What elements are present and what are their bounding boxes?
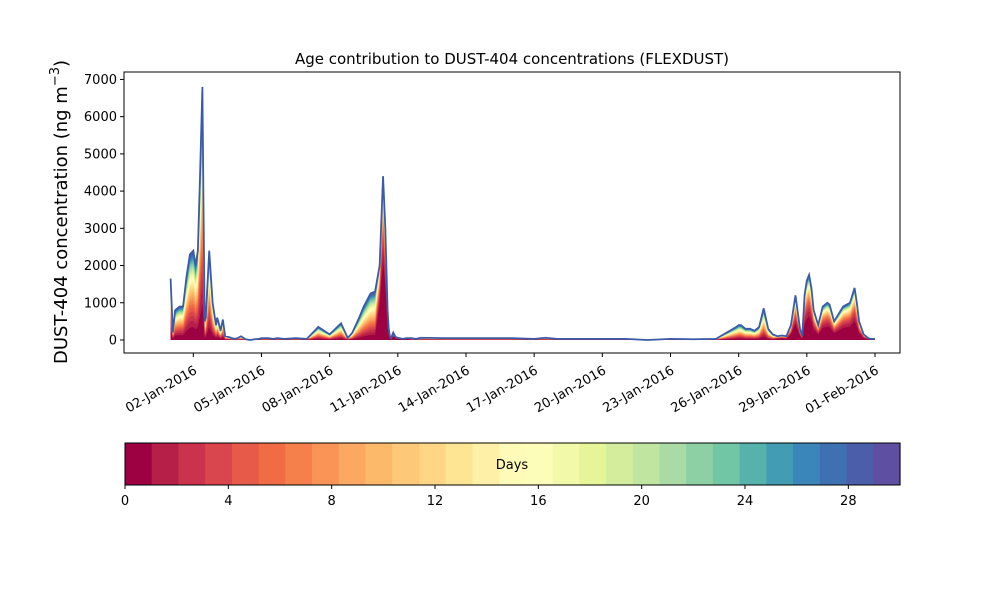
plot-area	[123, 71, 901, 354]
age-band-4-to-5-days	[170, 228, 875, 340]
age-band-20-to-21-days	[170, 129, 875, 340]
y-tick-label: 4000	[84, 185, 117, 200]
colorbar-tick-label: 28	[840, 494, 857, 509]
age-band-5-to-6-days	[170, 223, 875, 340]
age-band-3-to-4-days	[170, 233, 875, 340]
colorbar-cell	[846, 443, 874, 485]
age-band-28-to-29-days	[170, 86, 875, 340]
colorbar-label: Days	[496, 458, 529, 473]
age-band-25-to-26-days	[170, 102, 875, 340]
y-tick-label: 3000	[84, 222, 117, 237]
colorbar-cell	[579, 443, 607, 485]
colorbar-cell	[819, 443, 848, 485]
colorbar-cells	[125, 443, 901, 485]
age-band-12-to-13-days	[170, 180, 875, 340]
colorbar-cell	[178, 443, 206, 485]
colorbar-cell	[418, 443, 447, 485]
colorbar-cell	[392, 443, 420, 485]
colorbar-cell	[125, 443, 153, 485]
colorbar-cell	[632, 443, 661, 485]
y-axis: 0 1000 2000 3000 4000 5000 6000 7000	[84, 73, 124, 348]
colorbar-cell	[739, 443, 767, 485]
y-tick-label: 5000	[84, 147, 117, 162]
age-band-6-to-7-days	[170, 219, 875, 340]
colorbar: Days 0 4 8 12 16 20 24 28	[121, 442, 901, 509]
colorbar-cell	[606, 443, 634, 485]
series-total-line	[169, 86, 875, 341]
age-band-0-to-1-days	[170, 261, 875, 340]
colorbar-tick-label: 16	[530, 494, 547, 509]
colorbar-cell	[525, 443, 554, 485]
age-band-17-to-18-days	[170, 147, 875, 340]
age-band-13-to-14-days	[170, 173, 875, 340]
colorbar-cell	[712, 443, 741, 485]
x-axis: 02-Jan-201605-Jan-201608-Jan-201611-Jan-…	[123, 353, 882, 417]
age-band-27-to-28-days	[170, 91, 875, 340]
age-band-8-to-9-days	[170, 210, 875, 340]
age-band-9-to-10-days	[170, 202, 875, 340]
colorbar-cell	[338, 443, 367, 485]
colorbar-cell	[873, 443, 901, 485]
x-tick-label: 11-Jan-2016	[328, 363, 405, 416]
colorbar-tick-label: 8	[328, 494, 336, 509]
age-band-10-to-11-days	[170, 195, 875, 340]
x-tick-label: 20-Jan-2016	[532, 363, 609, 416]
x-tick-label: 01-Feb-2016	[803, 363, 882, 417]
colorbar-cell	[659, 443, 687, 485]
colorbar-cell	[472, 443, 500, 485]
age-bands	[170, 86, 875, 340]
age-band-16-to-17-days	[170, 153, 875, 340]
colorbar-cell	[686, 443, 714, 485]
colorbar-cell	[365, 443, 393, 485]
chart-title: Age contribution to DUST-404 concentrati…	[295, 50, 729, 68]
age-band-26-to-27-days	[170, 97, 875, 340]
colorbar-tick-label: 12	[427, 494, 444, 509]
colorbar-cell	[766, 443, 794, 485]
colorbar-tick-label: 24	[737, 494, 754, 509]
x-tick-label: 05-Jan-2016	[191, 363, 268, 416]
age-band-24-to-25-days	[170, 107, 875, 340]
x-tick-label: 29-Jan-2016	[737, 363, 814, 416]
age-band-15-to-16-days	[170, 160, 875, 340]
colorbar-cell	[552, 443, 580, 485]
plot-frame	[123, 71, 901, 354]
x-tick-label: 17-Jan-2016	[464, 363, 541, 416]
age-band-21-to-22-days	[170, 124, 875, 340]
colorbar-cell	[793, 443, 821, 485]
age-band-23-to-24-days	[170, 112, 875, 340]
age-band-1-to-2-days	[170, 248, 875, 340]
colorbar-cell	[499, 443, 527, 485]
y-axis-label: DUST-404 concentration (ng m−3)	[48, 60, 72, 364]
x-tick-label: 14-Jan-2016	[396, 363, 473, 416]
age-band-11-to-12-days	[170, 187, 875, 340]
colorbar-ticks: 0 4 8 12 16 20 24 28	[121, 485, 857, 509]
age-band-14-to-15-days	[170, 166, 875, 340]
colorbar-cell	[285, 443, 313, 485]
y-tick-label: 1000	[84, 296, 117, 311]
colorbar-cell	[205, 443, 233, 485]
colorbar-cell	[151, 443, 180, 485]
colorbar-cell	[258, 443, 286, 485]
colorbar-cell	[231, 443, 260, 485]
age-band-18-to-19-days	[170, 141, 875, 340]
age-band-2-to-3-days	[170, 240, 875, 340]
colorbar-cell	[312, 443, 340, 485]
colorbar-frame	[124, 442, 901, 486]
y-tick-label: 6000	[84, 110, 117, 125]
x-tick-label: 08-Jan-2016	[260, 363, 337, 416]
colorbar-tick-label: 0	[121, 494, 129, 509]
x-tick-label: 23-Jan-2016	[600, 363, 677, 416]
y-tick-label: 0	[109, 333, 117, 348]
x-tick-label: 02-Jan-2016	[123, 363, 200, 416]
colorbar-cell	[445, 443, 474, 485]
age-band-7-to-8-days	[170, 216, 875, 340]
y-tick-label: 7000	[84, 73, 117, 88]
age-band-19-to-20-days	[170, 135, 875, 340]
x-tick-label: 26-Jan-2016	[669, 363, 746, 416]
age-band-22-to-23-days	[170, 118, 875, 340]
y-tick-label: 2000	[84, 259, 117, 274]
colorbar-tick-label: 4	[224, 494, 232, 509]
colorbar-tick-label: 20	[633, 494, 650, 509]
